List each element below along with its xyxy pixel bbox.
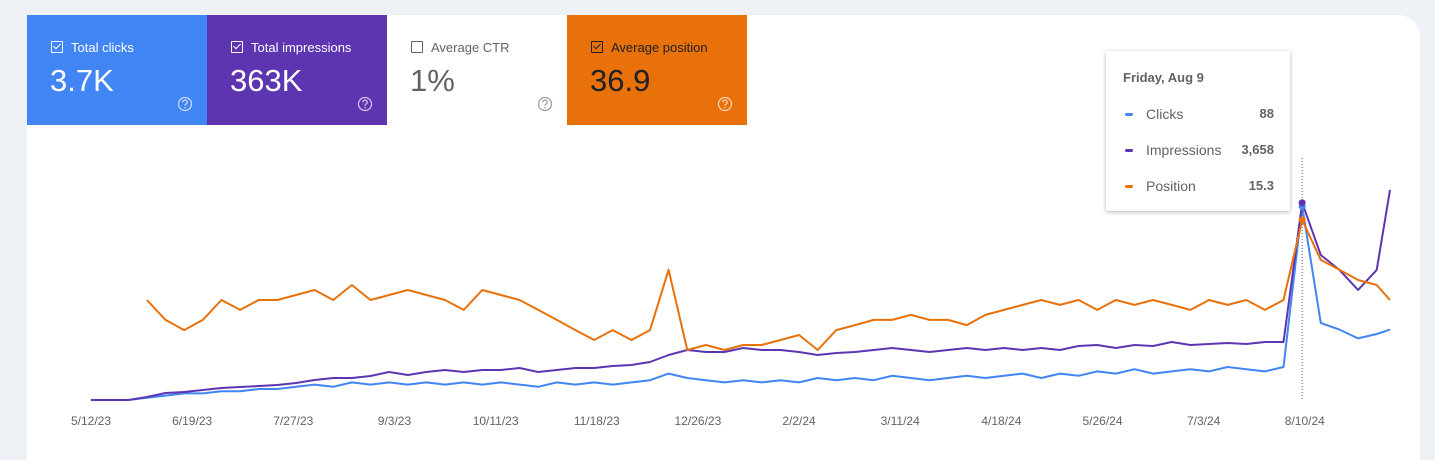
help-mark [362,99,368,106]
help-dot [724,106,726,109]
tooltip-title: Friday, Aug 9 [1123,70,1204,85]
tooltip-value: 88 [1259,106,1274,121]
chart: 5/12/23 6/19/23 7/27/23 9/3/23 10/11/23 11/18… [71,158,1391,428]
hover-dot [1298,199,1306,207]
x-tick-label: 3/11/24 [881,414,920,428]
help-dot [184,106,186,109]
metric-card[interactable]: Average position 36.9 [567,15,747,125]
help-icon[interactable] [357,96,373,112]
x-tick-label: 7/3/24 [1187,414,1221,428]
help-mark [542,99,548,106]
help-dot [544,106,546,109]
checkbox [231,41,243,53]
tooltip: Friday, Aug 9 Clicks 88 Impressions 3,658 Po… [1106,51,1290,211]
page: Total clicks 3.7K Total impressions 363K Ave… [0,0,1435,445]
help-circle [537,96,553,112]
hover-dot [1298,216,1306,224]
tooltip-value: 15.3 [1248,178,1274,193]
x-tick-label: 9/3/23 [378,414,412,428]
x-tick-label: 2/2/24 [782,414,816,428]
metric-label: Total impressions [251,40,352,55]
series-line [91,205,1391,401]
checkbox [591,41,603,53]
x-tick-label: 6/19/23 [172,414,212,428]
legend-swatch [1125,149,1133,152]
checkbox [411,41,423,53]
help-icon[interactable] [537,96,553,112]
x-tick-label: 11/18/23 [574,414,620,428]
metric-label: Average CTR [431,40,510,55]
legend-swatch [1125,185,1133,188]
checkbox [51,41,63,53]
x-tick-label: 10/11/23 [473,414,519,428]
tooltip-value: 3,658 [1241,142,1274,157]
metric-card[interactable]: Total impressions 363K [207,15,387,125]
x-tick-label: 5/26/24 [1082,414,1122,428]
metric-value: 1% [410,63,455,98]
x-tick-label: 7/27/23 [273,414,313,428]
metric-card[interactable]: Total clicks 3.7K [27,15,207,125]
metric-value: 3.7K [50,63,114,98]
help-mark [722,99,728,106]
help-mark [182,99,188,106]
metric-value: 36.9 [590,63,651,98]
help-circle [717,96,733,112]
help-dot [364,106,366,109]
help-circle [177,96,193,112]
x-tick-label: 8/10/24 [1285,414,1325,428]
help-icon[interactable] [717,96,733,112]
help-circle [357,96,373,112]
tooltip-name: Position [1146,178,1196,194]
legend-swatch [1125,113,1133,116]
help-icon[interactable] [177,96,193,112]
metric-label: Total clicks [71,40,134,55]
metric-label: Average position [611,40,708,55]
metric-card[interactable]: Average CTR 1% [387,15,567,125]
series-line [91,189,1391,401]
metric-value: 363K [230,63,303,98]
x-tick-label: 5/12/23 [71,414,111,428]
series-line [146,219,1391,351]
x-tick-label: 4/18/24 [981,414,1021,428]
tooltip-name: Impressions [1146,142,1222,158]
tooltip-name: Clicks [1146,106,1184,122]
x-tick-label: 12/26/23 [675,414,722,428]
